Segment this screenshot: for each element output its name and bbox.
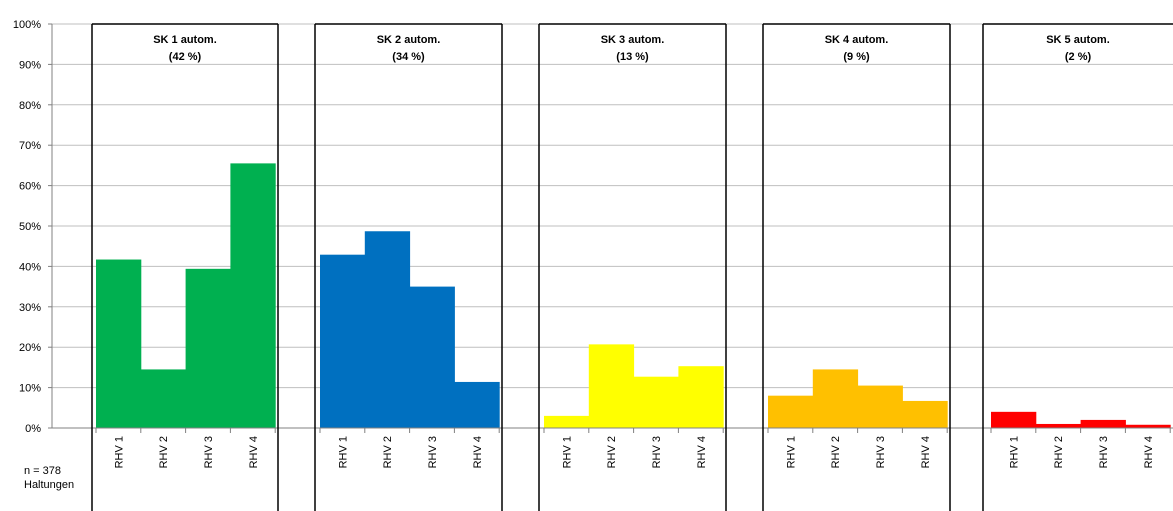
x-tick-label: RHV 1	[561, 436, 573, 468]
bar	[364, 231, 411, 428]
y-axis: 0% 10% 20% 30% 40% 50% 60% 70% 80% 90% 100%	[13, 19, 1173, 435]
y-tick-label: 20%	[19, 342, 41, 354]
panel-title: SK 1 autom.	[153, 34, 217, 46]
bar	[812, 369, 859, 428]
panel-title: SK 2 autom.	[377, 34, 441, 46]
x-tick-label: RHV 1	[113, 436, 125, 468]
bar	[991, 411, 1037, 428]
bar	[633, 376, 679, 428]
sample-size-unit: Haltungen	[24, 479, 74, 491]
y-tick-label: 10%	[19, 383, 41, 395]
labels: RHV 1 RHV 2 RHV 3 RHV 4 SK 1 autom. (42 %) RHV…	[113, 34, 1154, 468]
panel-title: SK 3 autom.	[601, 34, 665, 46]
x-tick-label: RHV 3	[203, 436, 215, 468]
panel-subtitle: (9 %)	[843, 51, 870, 63]
y-tick-label: 70%	[19, 140, 41, 152]
panel-subtitle: (42 %)	[169, 51, 202, 63]
panel-frames	[91, 23, 1173, 511]
bar	[1080, 419, 1126, 428]
x-tick-label: RHV 4	[696, 436, 708, 468]
bar	[768, 395, 814, 428]
panel-subtitle: (2 %)	[1065, 51, 1092, 63]
bar	[140, 369, 187, 428]
bar	[96, 259, 142, 428]
x-tick-label: RHV 3	[427, 436, 439, 468]
y-tick-label: 100%	[13, 19, 41, 31]
bar	[454, 381, 500, 428]
bar	[320, 254, 366, 428]
y-tick-label: 60%	[19, 181, 41, 193]
bar	[678, 366, 724, 428]
panel-title: SK 4 autom.	[825, 34, 889, 46]
x-tick-label: RHV 4	[1143, 436, 1155, 468]
y-tick-label: 50%	[19, 221, 41, 233]
x-tick-label: RHV 1	[337, 436, 349, 468]
x-tick-label: RHV 2	[606, 436, 618, 468]
bars	[96, 163, 1171, 428]
x-tick-label: RHV 4	[472, 436, 484, 468]
sample-size-note: n = 378	[24, 465, 61, 477]
bar	[230, 163, 276, 428]
panel-title: SK 5 autom.	[1046, 34, 1110, 46]
x-tick-label: RHV 3	[651, 436, 663, 468]
panel-subtitle: (13 %)	[616, 51, 649, 63]
bar	[857, 385, 903, 428]
bar	[1035, 423, 1082, 428]
x-tick-label: RHV 2	[158, 436, 170, 468]
bar	[902, 400, 948, 428]
x-tick-label: RHV 4	[248, 436, 260, 468]
x-tick-label: RHV 2	[382, 436, 394, 468]
bar	[588, 344, 635, 428]
x-tick-label: RHV 1	[1008, 436, 1020, 468]
bar	[1125, 424, 1171, 428]
y-tick-label: 0%	[25, 423, 41, 435]
panel-subtitle: (34 %)	[392, 51, 425, 63]
x-tick-label: RHV 1	[785, 436, 797, 468]
x-tick-label: RHV 3	[875, 436, 887, 468]
bar	[185, 268, 231, 428]
y-tick-label: 30%	[19, 302, 41, 314]
bar	[544, 415, 590, 428]
x-tick-label: RHV 2	[1053, 436, 1065, 468]
y-tick-label: 40%	[19, 261, 41, 273]
x-tick-label: RHV 4	[920, 436, 932, 468]
y-tick-label: 80%	[19, 100, 41, 112]
x-tick-label: RHV 2	[830, 436, 842, 468]
y-tick-label: 90%	[19, 59, 41, 71]
x-tick-label: RHV 3	[1098, 436, 1110, 468]
bar	[409, 286, 455, 428]
